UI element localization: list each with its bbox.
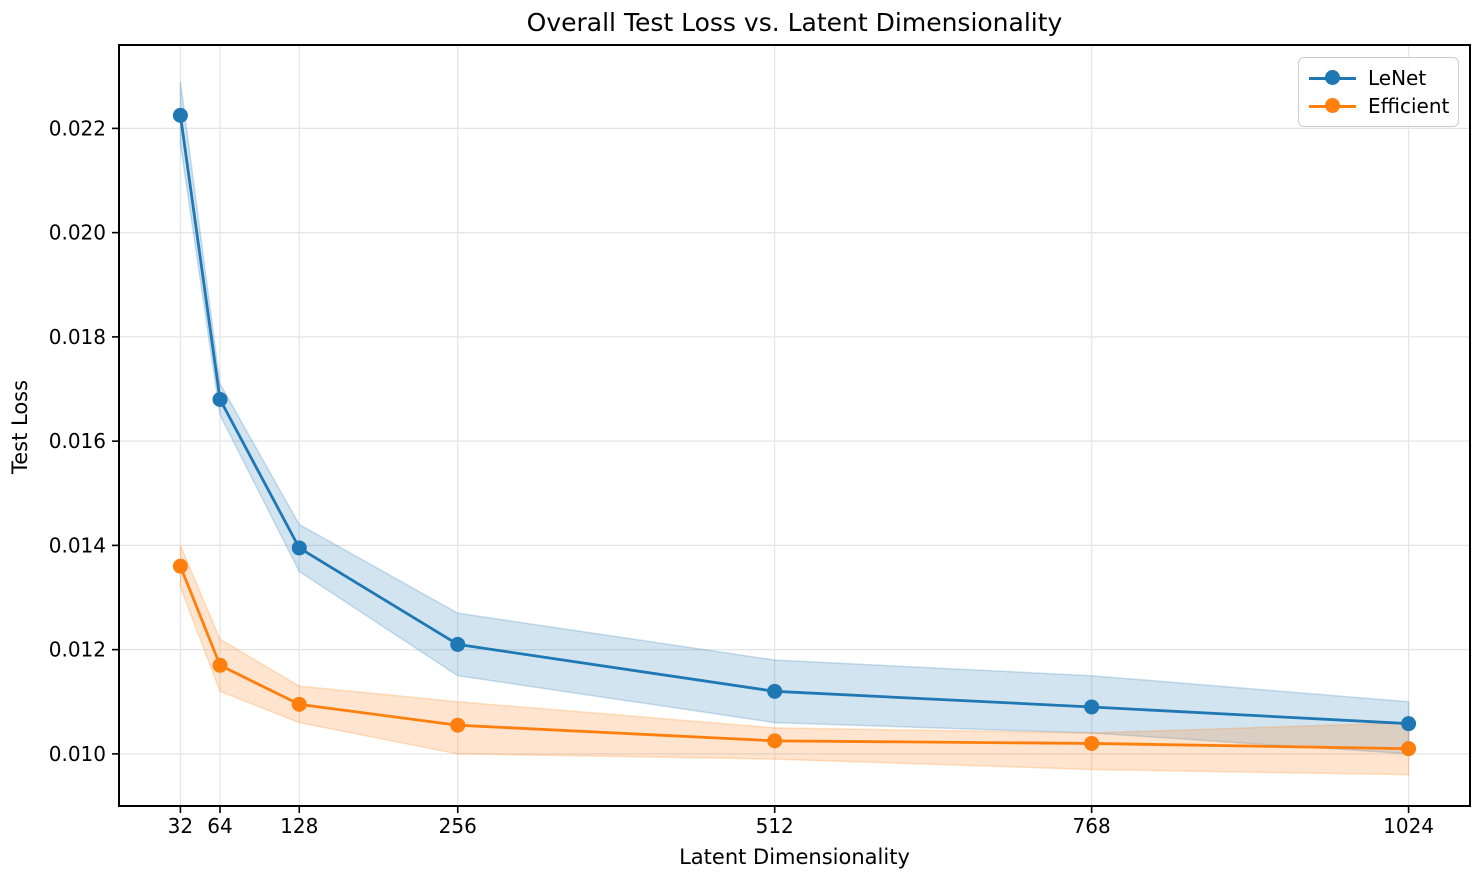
legend-line-marker-icon [1309,69,1356,87]
legend-item-lenet: LeNet [1309,65,1448,91]
svg-text:0.014: 0.014 [49,533,106,557]
legend-line-marker-icon [1309,97,1356,115]
svg-text:0.010: 0.010 [49,742,106,766]
x-axis-label: Latent Dimensionality [679,845,910,869]
svg-text:0.012: 0.012 [49,638,106,662]
svg-text:32: 32 [168,814,193,838]
svg-text:256: 256 [439,814,477,838]
svg-text:0.016: 0.016 [49,429,106,453]
y-axis-label: Test Loss [8,379,32,475]
svg-text:64: 64 [207,814,232,838]
svg-text:768: 768 [1073,814,1111,838]
legend-label-efficient: Efficient [1368,94,1450,118]
svg-text:128: 128 [280,814,318,838]
svg-text:0.020: 0.020 [49,221,106,245]
legend-label-lenet: LeNet [1368,66,1427,90]
legend: LeNet Efficient [1298,57,1459,127]
svg-text:1024: 1024 [1383,814,1434,838]
svg-text:512: 512 [756,814,794,838]
svg-text:0.022: 0.022 [49,116,106,140]
svg-text:0.018: 0.018 [49,325,106,349]
chart-title: Overall Test Loss vs. Latent Dimensional… [526,8,1063,37]
legend-item-efficient: Efficient [1309,93,1450,119]
